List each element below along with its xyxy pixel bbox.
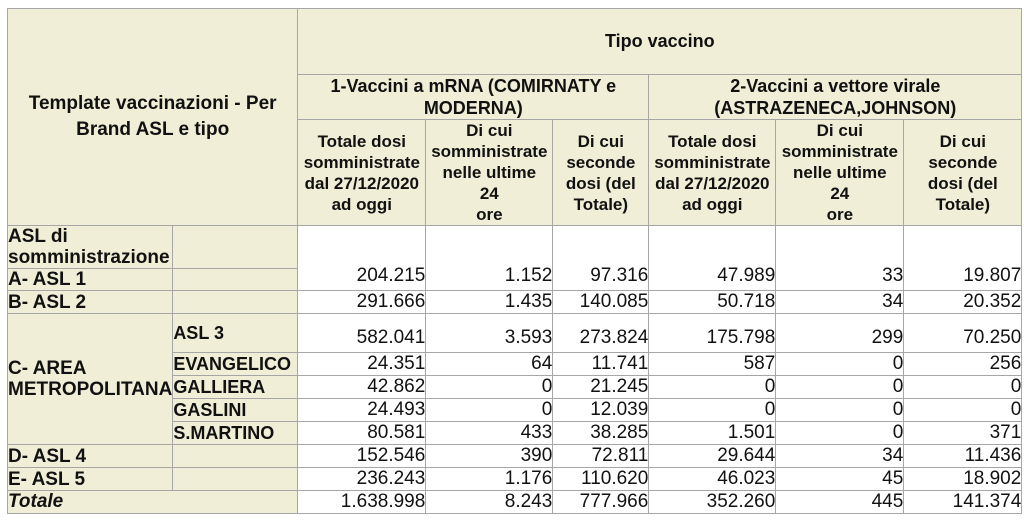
- group-header-viral-vector: 2-Vaccini a vettore virale (ASTRAZENECA,…: [648, 74, 1023, 120]
- subrow-label-smartino: S.MARTINO: [172, 421, 299, 445]
- row-label-asl2: B- ASL 2: [6, 290, 174, 314]
- data-cell: 20.352: [903, 290, 1023, 314]
- subrow-label-empty: [172, 225, 299, 269]
- data-cell: 140.085: [552, 290, 650, 314]
- subrow-label-empty: [172, 268, 299, 291]
- data-cell: 80.581: [297, 421, 427, 445]
- column-header-second-doses-viral: Di cui seconde dosi (del Totale): [903, 119, 1023, 226]
- subrow-label-asl3: ASL 3: [172, 313, 299, 353]
- data-cell: 1.176: [425, 467, 554, 491]
- data-cell: 0: [425, 375, 554, 399]
- total-cell: 1.638.998: [297, 490, 427, 514]
- data-cell: 46.023: [648, 467, 777, 491]
- data-cell: 24.351: [297, 352, 427, 376]
- data-cell: 152.546: [297, 444, 427, 468]
- subrow-label-empty: [172, 467, 299, 491]
- data-cell: 70.250: [903, 313, 1023, 353]
- data-cell: 42.862: [297, 375, 427, 399]
- data-cell: 33: [775, 225, 905, 291]
- data-cell: 175.798: [648, 313, 777, 353]
- data-cell: 587: [648, 352, 777, 376]
- group-header-mrna: 1-Vaccini a mRNA (COMIRNATY e MODERNA): [297, 74, 650, 120]
- subrow-label-empty: [172, 444, 299, 468]
- data-cell: 273.824: [552, 313, 650, 353]
- data-cell: 0: [775, 398, 905, 422]
- total-cell: 352.260: [648, 490, 777, 514]
- data-cell: 0: [775, 352, 905, 376]
- data-cell: 34: [775, 290, 905, 314]
- data-cell: 72.811: [552, 444, 650, 468]
- data-cell: 582.041: [297, 313, 427, 353]
- data-cell: 29.644: [648, 444, 777, 468]
- column-header-last-24h-mrna: Di cui somministrate nelle ultime 24 ore: [425, 119, 554, 226]
- data-cell: 97.316: [552, 225, 650, 291]
- row-label-totale: Totale: [6, 490, 299, 514]
- data-cell: 47.989: [648, 225, 777, 291]
- table-title: Template vaccinazioni - Per Brand ASL e …: [6, 8, 299, 226]
- data-cell: 21.245: [552, 375, 650, 399]
- data-cell: 11.741: [552, 352, 650, 376]
- data-cell: 12.039: [552, 398, 650, 422]
- subrow-label-gaslini: GASLINI: [172, 398, 299, 422]
- column-header-second-doses-mrna: Di cui seconde dosi (del Totale): [552, 119, 650, 226]
- total-cell: 8.243: [425, 490, 554, 514]
- data-cell: 0: [775, 421, 905, 445]
- data-cell: 291.666: [297, 290, 427, 314]
- data-cell: 64: [425, 352, 554, 376]
- data-cell: 19.807: [903, 225, 1023, 291]
- data-cell: 45: [775, 467, 905, 491]
- row-dimension-label: ASL di somministrazione: [6, 225, 174, 269]
- data-cell: 236.243: [297, 467, 427, 491]
- subrow-label-empty: [172, 290, 299, 314]
- data-cell: 3.593: [425, 313, 554, 353]
- column-header-total-doses-viral: Totale dosi somministrate dal 27/12/2020…: [648, 119, 777, 226]
- column-header-last-24h-viral: Di cui somministrate nelle ultime 24 ore: [775, 119, 905, 226]
- data-cell: 433: [425, 421, 554, 445]
- data-cell: 0: [425, 398, 554, 422]
- total-cell: 777.966: [552, 490, 650, 514]
- total-cell: 445: [775, 490, 905, 514]
- data-cell: 0: [775, 375, 905, 399]
- data-cell: 0: [903, 398, 1023, 422]
- data-cell: 371: [903, 421, 1023, 445]
- data-cell: 18.902: [903, 467, 1023, 491]
- data-cell: 11.436: [903, 444, 1023, 468]
- column-header-total-doses-mrna: Totale dosi somministrate dal 27/12/2020…: [297, 119, 427, 226]
- vaccination-pivot-table: Template vaccinazioni - Per Brand ASL e …: [6, 8, 1023, 514]
- row-label-asl1: A- ASL 1: [6, 268, 174, 291]
- row-label-area-metropolitana: C- AREA METROPOLITANA: [6, 313, 174, 445]
- data-cell: 299: [775, 313, 905, 353]
- data-cell: 0: [648, 398, 777, 422]
- data-cell: 390: [425, 444, 554, 468]
- data-cell: 1.435: [425, 290, 554, 314]
- data-cell: 1.152: [425, 225, 554, 291]
- data-cell: 50.718: [648, 290, 777, 314]
- total-cell: 141.374: [903, 490, 1023, 514]
- data-cell: 256: [903, 352, 1023, 376]
- data-cell: 34: [775, 444, 905, 468]
- data-cell: 0: [903, 375, 1023, 399]
- subrow-label-evangelico: EVANGELICO: [172, 352, 299, 376]
- data-cell: 24.493: [297, 398, 427, 422]
- tipo-vaccino-header: Tipo vaccino: [297, 8, 1023, 75]
- data-cell: 38.285: [552, 421, 650, 445]
- data-cell: 0: [648, 375, 777, 399]
- data-cell: 110.620: [552, 467, 650, 491]
- row-label-asl5: E- ASL 5: [6, 467, 174, 491]
- row-label-asl4: D- ASL 4: [6, 444, 174, 468]
- data-cell: 204.215: [297, 225, 427, 291]
- data-cell: 1.501: [648, 421, 777, 445]
- subrow-label-galliera: GALLIERA: [172, 375, 299, 399]
